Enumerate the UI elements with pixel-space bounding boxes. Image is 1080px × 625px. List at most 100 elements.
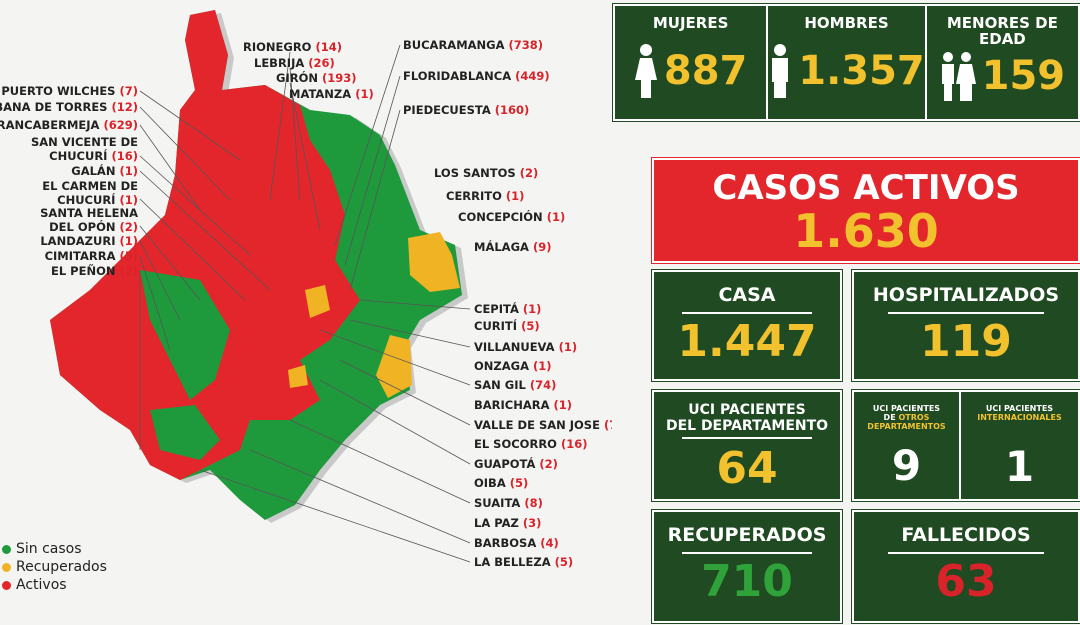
municipality-name: MÁLAGA (474, 239, 529, 254)
legend-dot (2, 544, 11, 554)
uci-label: UCI PACIENTES (688, 402, 806, 418)
municipality-count: (1) (554, 398, 573, 412)
municipality-name: RIONEGRO (243, 40, 312, 54)
municipality-count: (449) (515, 69, 550, 83)
municipality-name: CONCEPCIÓN (458, 209, 543, 224)
municipality-count: (5) (510, 476, 529, 490)
uci-value: 64 (716, 443, 778, 494)
municipality-name: FLORIDABLANCA (403, 69, 511, 83)
uci-label: DEPARTAMENTO (700, 418, 829, 434)
municipality-count: (2) (119, 220, 138, 234)
municipality-name: BARBOSA (474, 536, 536, 550)
legend-item: Sin casos (2, 540, 107, 558)
municipality-count: (1) (355, 87, 374, 101)
municipality-count: (7) (604, 418, 612, 432)
municipality-name: LOS SANTOS (434, 166, 516, 180)
municipality-name: LA BELLEZA (474, 555, 551, 569)
legend-dot (2, 562, 11, 572)
municipality-label: LA PAZ (3) (474, 516, 541, 530)
municipality-count: (193) (322, 71, 357, 85)
map-area: PUERTO WILCHES (7) SABANA DE TORRES (12) B… (0, 10, 612, 569)
municipality-label: VALLE DE SAN JOSE (7) (474, 418, 612, 432)
municipality-count: (1) (523, 302, 542, 316)
legend-item: Recuperados (2, 558, 107, 576)
legend-item: Activos (2, 576, 107, 594)
hospitalizados-panel: HOSPITALIZADOS 119 (852, 270, 1080, 381)
municipality-count: (5) (119, 249, 138, 263)
municipality-label: MÁLAGA (9) (474, 239, 551, 254)
municipality-label: LA BELLEZA (5) (474, 555, 573, 569)
casa-panel: CASA 1.447 (652, 270, 842, 381)
fallecidos-panel: FALLECIDOS 63 (852, 510, 1080, 623)
municipality-name: CEPITÁ (474, 301, 519, 316)
person-icon (772, 44, 789, 98)
demographic-label: MUJERES (652, 14, 729, 32)
municipality-name: CIMITARRA (45, 249, 116, 263)
municipality-count: (629) (103, 118, 138, 132)
municipality-label: BUCARAMANGA (738) (403, 38, 543, 52)
municipality-count: (5) (555, 555, 574, 569)
demographics-panel: MUJERES 887 HOMBRES 1.357 MENORES DE EDAD 159 (613, 4, 1080, 121)
municipality-label: DEL OPÓN (2) (49, 219, 138, 234)
uci-label: DEL (665, 418, 697, 434)
municipality-count: (8) (524, 496, 543, 510)
municipality-name: EL PEÑON (51, 263, 116, 278)
municipality-name: BARRANCABERMEJA (0, 118, 100, 132)
uci-otros: UCI PACIENTES DE OTROS DEPARTAMENTOS 9 (854, 392, 961, 499)
municipality-label: CHUCURÍ (16) (49, 148, 138, 163)
municipality-name: BARICHARA (474, 398, 550, 412)
municipality-name: SANTA HELENA (40, 206, 138, 220)
municipality-count: (5) (521, 319, 540, 333)
leader-lines (139, 44, 471, 563)
municipality-label: SUAITA (8) (474, 496, 543, 510)
fallecidos-label: FALLECIDOS (901, 524, 1031, 546)
recuperados-value: 710 (701, 556, 793, 607)
municipality-name: PUERTO WILCHES (1, 84, 115, 98)
demographic-row: 159 (927, 47, 1078, 105)
demographic: HOMBRES 1.357 (768, 6, 927, 119)
uci-departamento-panel: UCI PACIENTES DEL DEPARTAMENTO 64 (652, 390, 842, 501)
municipality-label: RIONEGRO (14) (243, 40, 342, 54)
municipality-label: LANDAZURI (1) (40, 234, 138, 248)
municipality-label: CURITÍ (5) (474, 318, 540, 333)
municipality-count: (738) (509, 38, 544, 52)
municipality-name: LA PAZ (474, 516, 519, 530)
municipality-label: EL CARMEN DE (42, 179, 138, 193)
person-icon (634, 44, 657, 98)
municipality-label: VILLANUEVA (1) (474, 340, 577, 354)
municipality-label: GALÁN (1) (71, 163, 138, 178)
casa-value: 1.447 (677, 316, 817, 367)
municipality-name: ONZAGA (474, 359, 529, 373)
uci-int-value: 1 (1004, 442, 1035, 491)
municipality-label: ONZAGA (1) (474, 359, 552, 373)
uci-otros-value: 9 (891, 441, 922, 490)
municipality-count: (1) (559, 340, 578, 354)
municipality-name: CURITÍ (474, 318, 517, 333)
municipality-name: GUAPOTÁ (474, 456, 535, 471)
municipality-label: CONCEPCIÓN (1) (458, 209, 565, 224)
municipality-count: (2) (539, 457, 558, 471)
municipality-name: PIEDECUESTA (403, 103, 491, 117)
uci-internacionales: UCI PACIENTES INTERNACIONALES 1 (961, 392, 1078, 499)
municipality-name: EL SOCORRO (474, 437, 557, 451)
uci-int-label: UCI PACIENTES (985, 404, 1054, 413)
municipality-count: (1) (119, 164, 138, 178)
municipality-label: PIEDECUESTA (160) (403, 103, 529, 117)
municipality-label: OIBA (5) (474, 476, 528, 490)
municipality-name: EL CARMEN DE (42, 179, 138, 193)
demographic-label: MENORES DE (946, 14, 1058, 32)
uci-otros-label: OTROS (898, 413, 930, 422)
demographic-value: 159 (981, 53, 1066, 99)
municipality-label: EL SOCORRO (16) (474, 437, 587, 451)
municipality-name: VILLANUEVA (474, 340, 555, 354)
municipality-name: CHUCURÍ (49, 148, 107, 163)
municipality-count: (2) (520, 166, 539, 180)
casa-label: CASA (718, 284, 776, 306)
municipality-label: SABANA DE TORRES (12) (0, 100, 138, 114)
uci-int-label: INTERNACIONALES (977, 413, 1062, 422)
municipality-name: MATANZA (289, 87, 351, 101)
municipality-name: OIBA (474, 476, 506, 490)
legend-label: Recuperados (16, 559, 107, 575)
municipality-label: LOS SANTOS (2) (434, 166, 538, 180)
municipality-count: (1) (506, 189, 525, 203)
